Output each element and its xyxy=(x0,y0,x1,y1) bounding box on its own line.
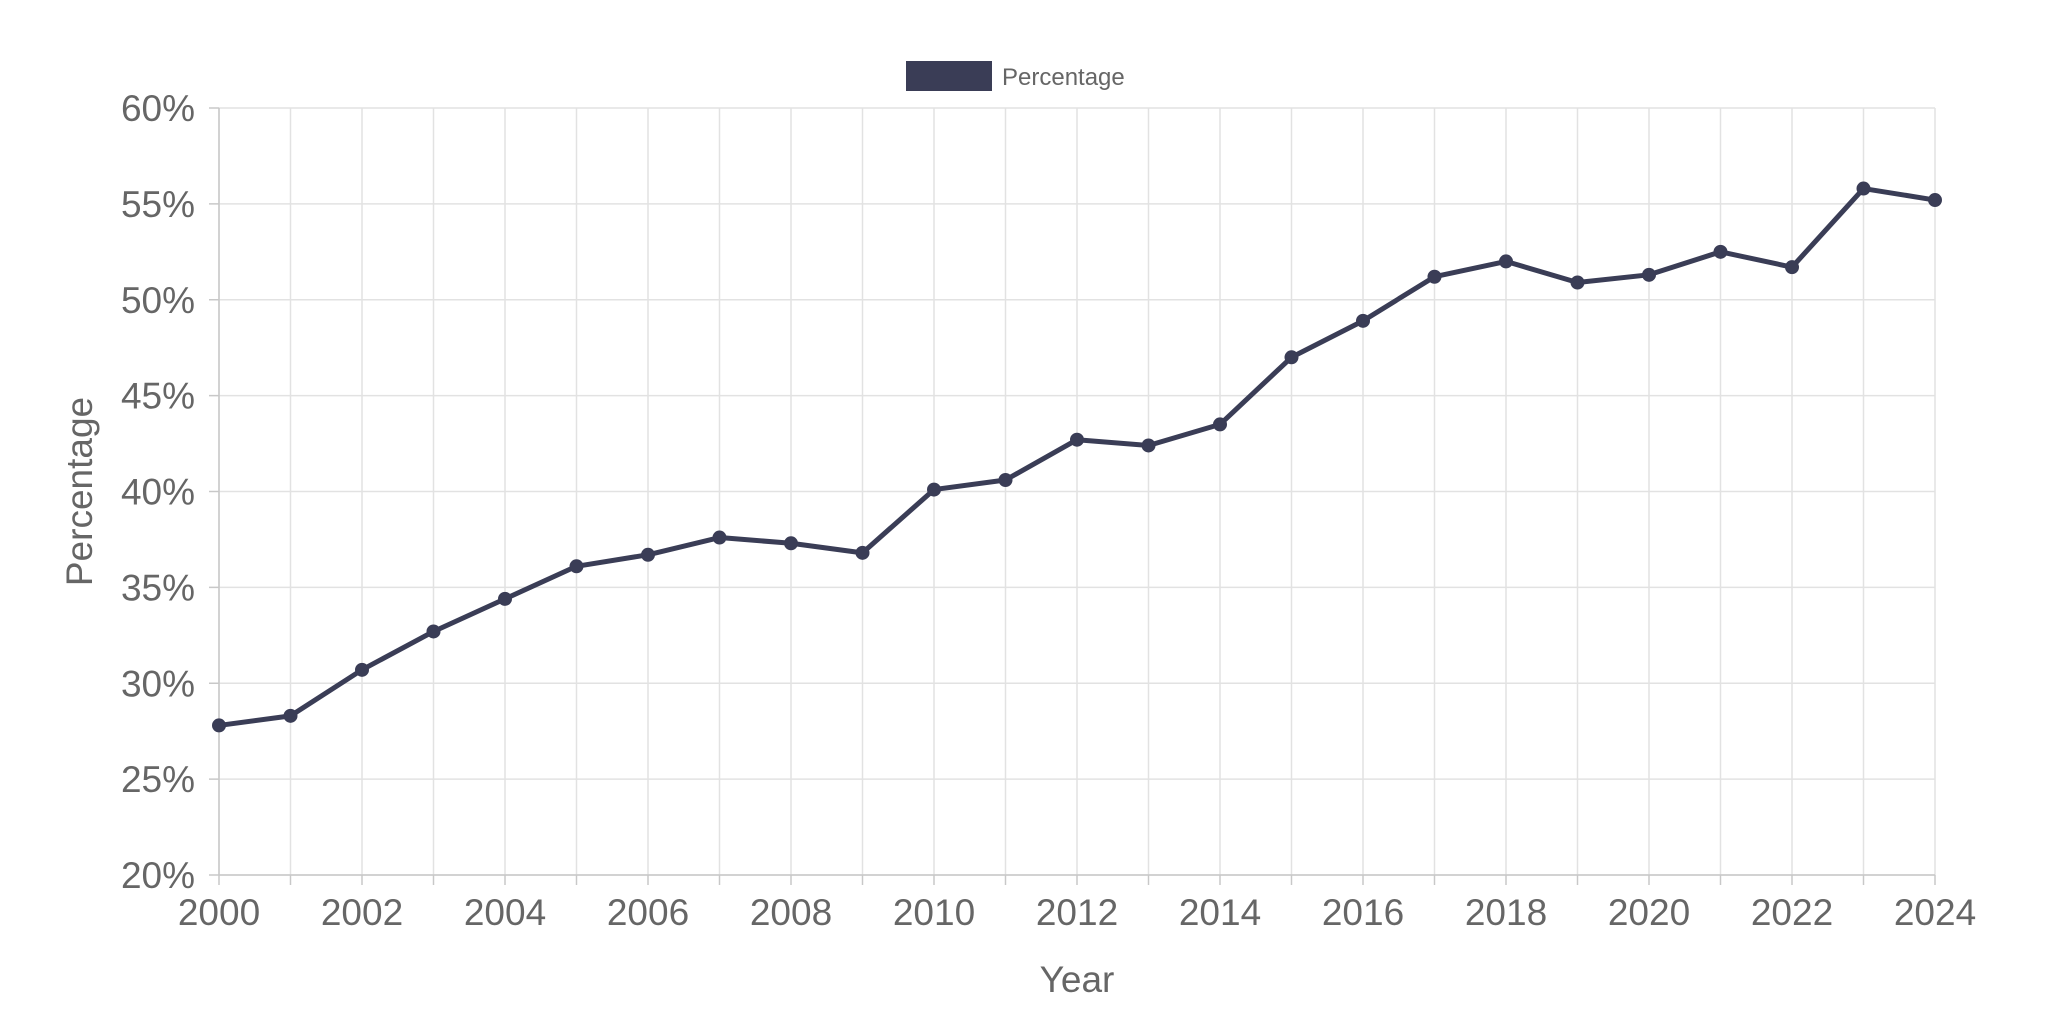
legend[interactable]: Percentage xyxy=(906,61,1125,91)
data-point[interactable] xyxy=(855,545,870,560)
x-tick-label: 2002 xyxy=(321,892,403,933)
x-tick-label: 2022 xyxy=(1751,892,1833,933)
y-tick-label: 30% xyxy=(121,663,195,704)
x-tick-label: 2000 xyxy=(178,892,260,933)
x-axis-title: Year xyxy=(1040,959,1115,1000)
x-tick-label: 2020 xyxy=(1608,892,1690,933)
data-point[interactable] xyxy=(1928,193,1942,208)
data-point[interactable] xyxy=(1141,438,1156,453)
axis-layer: 20% 25% 30% 35% 40% 45% 50% 55% 60% 2000 2002 2004 2… xyxy=(121,88,1976,933)
data-point[interactable] xyxy=(1499,254,1513,269)
legend-swatch xyxy=(906,61,992,91)
data-point[interactable] xyxy=(426,624,441,639)
x-tick-label: 2006 xyxy=(607,892,689,933)
data-point[interactable] xyxy=(1856,181,1871,196)
data-point[interactable] xyxy=(283,708,298,723)
y-tick-label: 50% xyxy=(121,280,195,321)
x-tick-label: 2024 xyxy=(1894,892,1976,933)
y-tick-label: 55% xyxy=(121,184,195,225)
y-tick-label: 25% xyxy=(121,759,195,800)
grid-layer xyxy=(218,107,1936,876)
y-tick-label: 35% xyxy=(121,567,195,608)
data-point[interactable] xyxy=(998,472,1013,487)
data-point[interactable] xyxy=(1070,432,1084,447)
data-point[interactable] xyxy=(641,547,655,562)
y-tick-label: 60% xyxy=(121,88,195,129)
data-point[interactable] xyxy=(355,662,369,677)
data-point[interactable] xyxy=(1356,313,1370,328)
data-point[interactable] xyxy=(212,718,226,733)
x-tick-label: 2016 xyxy=(1322,892,1404,933)
legend-label: Percentage xyxy=(1002,64,1125,91)
data-point[interactable] xyxy=(1213,417,1227,432)
data-point[interactable] xyxy=(1284,350,1299,365)
y-tick-label: 20% xyxy=(121,855,195,896)
data-point[interactable] xyxy=(1642,267,1656,282)
x-tick-label: 2012 xyxy=(1036,892,1118,933)
data-point[interactable] xyxy=(1785,260,1799,275)
x-tick-label: 2014 xyxy=(1179,892,1261,933)
x-tick-label: 2004 xyxy=(464,892,546,933)
x-tick-label: 2010 xyxy=(893,892,975,933)
data-point[interactable] xyxy=(712,530,727,545)
y-axis-title: Percentage xyxy=(59,397,100,586)
x-tick-label: 2008 xyxy=(750,892,832,933)
data-point[interactable] xyxy=(1713,244,1728,259)
data-point[interactable] xyxy=(784,536,798,551)
y-tick-label: 40% xyxy=(121,472,195,513)
data-point[interactable] xyxy=(498,591,512,606)
y-tick-label: 45% xyxy=(121,376,195,417)
data-point[interactable] xyxy=(927,482,941,497)
data-point[interactable] xyxy=(1427,269,1442,284)
series-layer xyxy=(212,181,1942,733)
data-point[interactable] xyxy=(1570,275,1585,290)
x-tick-label: 2018 xyxy=(1465,892,1547,933)
data-point[interactable] xyxy=(569,559,584,574)
